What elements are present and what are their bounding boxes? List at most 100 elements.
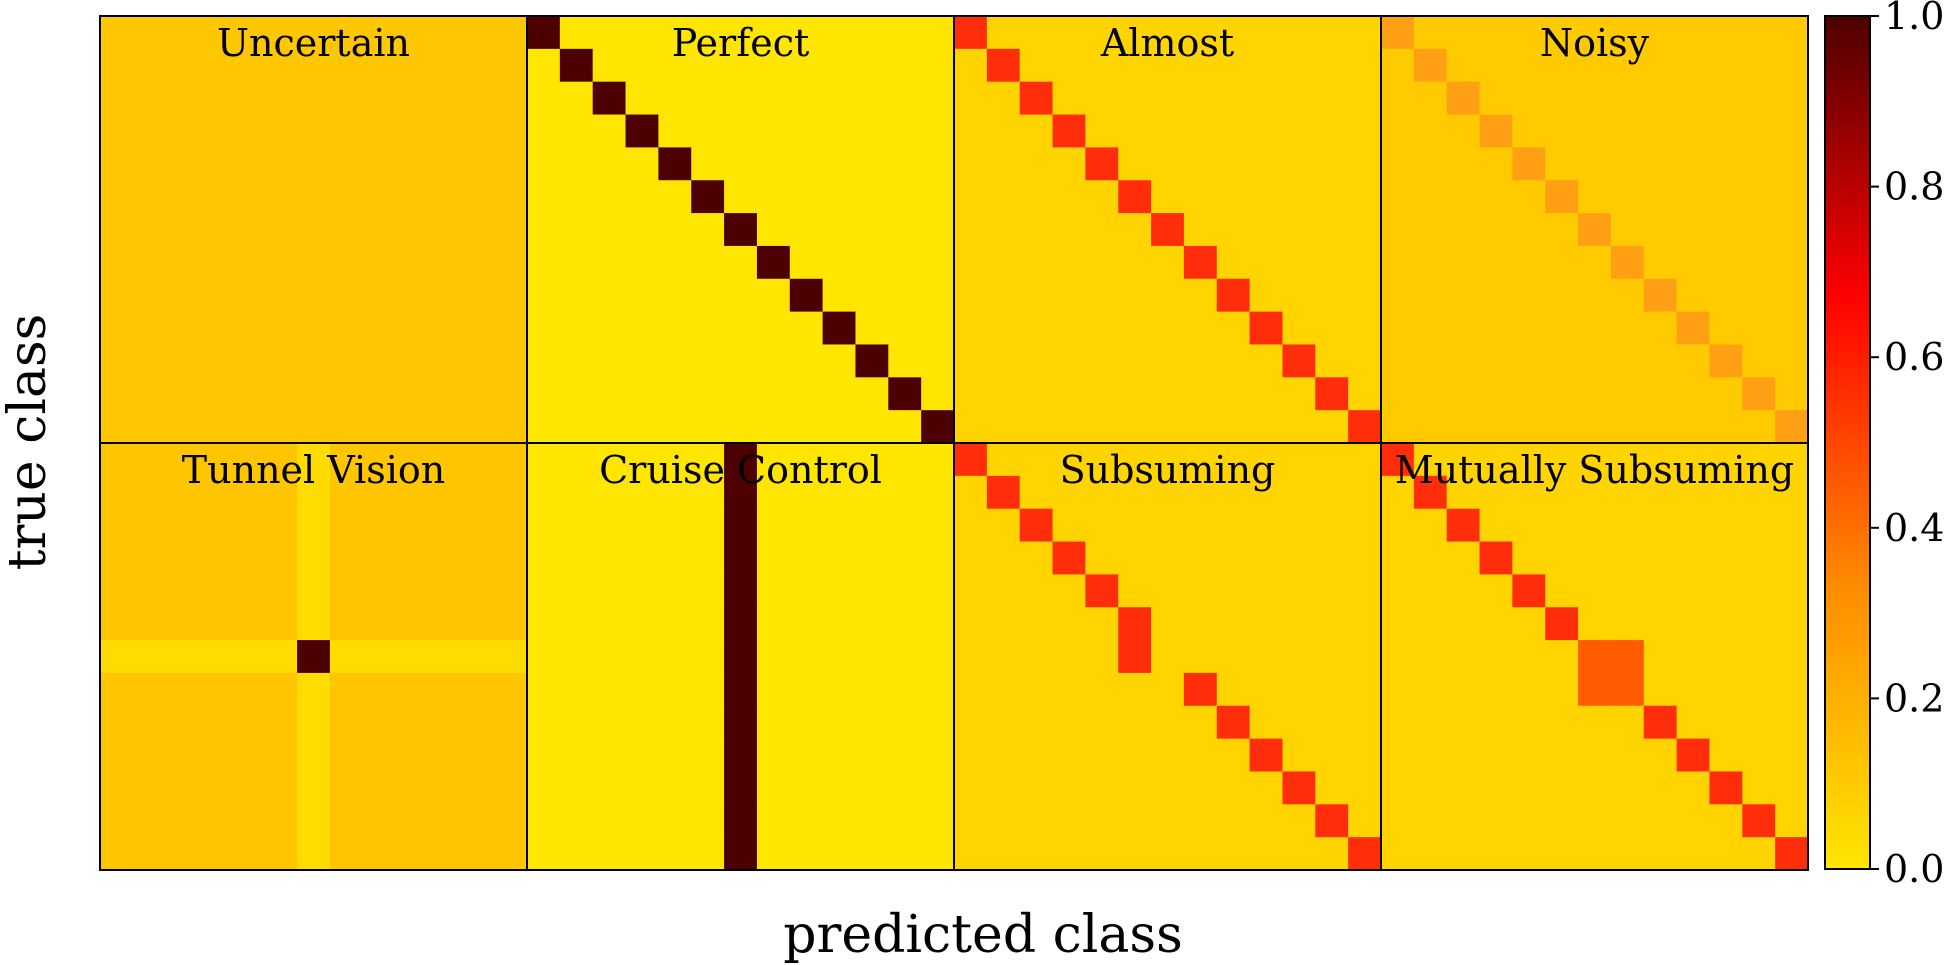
- heatmap-cell: [789, 475, 824, 510]
- heatmap-cell: [100, 475, 134, 510]
- heatmap-cell: [1775, 147, 1809, 181]
- heatmap-cell: [428, 804, 462, 838]
- heatmap-cell: [855, 344, 889, 378]
- heatmap-cell: [165, 738, 200, 773]
- heatmap-cell: [1348, 410, 1382, 444]
- heatmap-cell: [1643, 377, 1678, 411]
- heatmap-cell: [1643, 48, 1678, 83]
- heatmap-cell: [1446, 508, 1481, 543]
- heatmap-cell: [428, 213, 462, 247]
- heatmap-cell: [691, 837, 725, 871]
- heatmap-cell: [165, 377, 200, 411]
- heatmap-cell: [428, 443, 462, 477]
- heatmap-cell: [1381, 81, 1415, 116]
- heatmap-cell: [1643, 443, 1678, 477]
- heatmap-cell: [198, 771, 232, 805]
- heatmap-cell: [1775, 837, 1809, 871]
- heatmap-cell: [658, 837, 692, 871]
- heatmap-cell: [1151, 213, 1185, 247]
- heatmap-cell: [165, 344, 200, 378]
- heatmap-cell: [264, 771, 298, 805]
- heatmap-cell: [1085, 245, 1119, 280]
- heatmap-cell: [625, 574, 659, 608]
- heatmap-cell: [559, 640, 594, 674]
- heatmap-cell: [198, 180, 232, 214]
- heatmap-cell: [1676, 443, 1711, 477]
- heatmap-cell: [1249, 607, 1284, 641]
- heatmap-cell: [986, 344, 1021, 378]
- heatmap-cell: [1151, 377, 1185, 411]
- heatmap-cell: [1348, 541, 1382, 575]
- heatmap-cell: [297, 640, 331, 674]
- heatmap-cell: [855, 541, 889, 575]
- colorbar: 0.0 0.2 0.4 0.6 0.8 1.0: [1824, 0, 1944, 891]
- heatmap-cell: [921, 114, 955, 148]
- heatmap-cell: [986, 147, 1021, 181]
- heatmap-cell: [1216, 738, 1251, 773]
- heatmap-cell: [1249, 574, 1284, 608]
- heatmap-cell: [1775, 443, 1809, 477]
- heatmap-cell: [1315, 443, 1349, 477]
- heatmap-cell: [1643, 574, 1678, 608]
- heatmap-cell: [231, 508, 265, 543]
- heatmap-cell: [1413, 81, 1448, 116]
- heatmap-cell: [165, 180, 200, 214]
- heatmap-cell: [494, 804, 528, 838]
- heatmap-cell: [1446, 672, 1481, 707]
- heatmap-cell: [1348, 672, 1382, 707]
- heatmap-cell: [986, 475, 1021, 510]
- heatmap-cell: [724, 508, 758, 543]
- heatmap-cell: [1479, 607, 1513, 641]
- heatmap-cell: [1282, 81, 1316, 116]
- heatmap-cell: [165, 443, 200, 477]
- heatmap-cell: [1249, 245, 1284, 280]
- heatmap-cell: [1381, 311, 1415, 346]
- heatmap-cell: [1709, 672, 1743, 707]
- heatmap-cell: [165, 672, 200, 707]
- heatmap-cell: [855, 245, 889, 280]
- heatmap-cell: [1709, 508, 1743, 543]
- heatmap-cell: [789, 738, 824, 773]
- heatmap-cell: [1118, 48, 1152, 83]
- heatmap-cell: [1610, 640, 1645, 674]
- heatmap-cell: [1545, 410, 1579, 444]
- heatmap-cell: [986, 213, 1021, 247]
- heatmap-cell: [165, 16, 200, 50]
- heatmap-cell: [986, 245, 1021, 280]
- heatmap-cell: [1118, 607, 1152, 641]
- heatmap-cell: [1545, 278, 1579, 313]
- heatmap-cell: [165, 245, 200, 280]
- heatmap-cell: [1479, 16, 1513, 50]
- heatmap-cell: [1512, 114, 1546, 148]
- heatmap-cell: [198, 475, 232, 510]
- heatmap-cell: [1676, 738, 1711, 773]
- heatmap-cell: [1216, 443, 1251, 477]
- heatmap-cell: [1413, 574, 1448, 608]
- heatmap-cell: [1216, 705, 1251, 740]
- heatmap-cell: [1610, 213, 1645, 247]
- heatmap-cell: [1610, 541, 1645, 575]
- heatmap-cell: [1512, 672, 1546, 707]
- heatmap-cell: [461, 180, 495, 214]
- heatmap-cell: [1479, 771, 1513, 805]
- heatmap-cell: [888, 574, 922, 608]
- heatmap-cell: [1085, 278, 1119, 313]
- heatmap-cell: [1052, 508, 1086, 543]
- heatmap-cell: [559, 607, 594, 641]
- heatmap-cell: [954, 81, 988, 116]
- heatmap-cell: [789, 574, 824, 608]
- heatmap-cell: [592, 377, 627, 411]
- heatmap-cell: [1676, 16, 1711, 50]
- heatmap-cell: [691, 147, 725, 181]
- heatmap-cell: [297, 672, 331, 707]
- heatmap-cell: [1446, 180, 1481, 214]
- heatmap-cell: [1249, 147, 1284, 181]
- heatmap-cell: [264, 705, 298, 740]
- heatmap-cell: [592, 771, 627, 805]
- heatmap-cell: [1775, 541, 1809, 575]
- heatmap-cell: [1282, 311, 1316, 346]
- heatmap-cell: [592, 508, 627, 543]
- heatmap-cell: [132, 607, 167, 641]
- heatmap-cell: [231, 344, 265, 378]
- heatmap-cell: [494, 147, 528, 181]
